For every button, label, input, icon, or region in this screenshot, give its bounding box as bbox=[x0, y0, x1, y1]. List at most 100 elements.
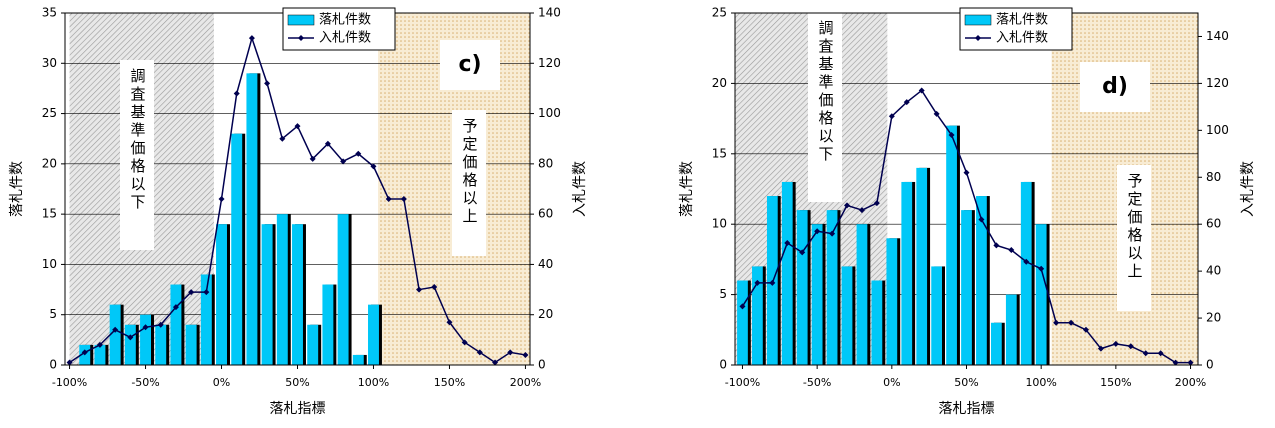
bar bbox=[140, 314, 152, 365]
x-tick-label: -100% bbox=[725, 376, 760, 389]
line-marker bbox=[142, 324, 149, 331]
bar bbox=[292, 224, 303, 365]
legend-marker bbox=[975, 35, 981, 41]
x-axis-label: 落札指標 bbox=[939, 401, 995, 417]
x-tick-label: 200% bbox=[510, 376, 541, 389]
bar bbox=[976, 196, 987, 365]
panel-label-box bbox=[1080, 62, 1150, 112]
line-marker bbox=[309, 155, 316, 162]
y2-tick-label: 40 bbox=[1206, 264, 1221, 278]
y2-tick-label: 40 bbox=[538, 257, 553, 271]
legend-label: 落札件数 bbox=[996, 13, 1048, 28]
legend-label: 落札件数 bbox=[319, 13, 371, 28]
x-tick-label: 100% bbox=[1025, 376, 1056, 389]
x-tick-label: 50% bbox=[285, 376, 309, 389]
line-marker bbox=[963, 169, 970, 176]
y-tick-label: 10 bbox=[42, 257, 57, 271]
y2-tick-label: 0 bbox=[538, 358, 546, 372]
y-tick-label: 0 bbox=[49, 358, 57, 372]
y2-axis-label: 入札件数 bbox=[572, 161, 588, 217]
line-marker bbox=[127, 334, 134, 341]
line-marker bbox=[355, 150, 362, 157]
line-marker bbox=[385, 196, 392, 203]
line-marker bbox=[888, 113, 895, 120]
line-marker bbox=[1097, 345, 1104, 352]
line-marker bbox=[248, 35, 255, 42]
bar bbox=[841, 266, 853, 365]
line-marker bbox=[814, 228, 821, 235]
line-marker bbox=[492, 359, 499, 366]
x-tick-label: 150% bbox=[1100, 376, 1131, 389]
panel-label: c) bbox=[458, 52, 481, 77]
y-tick-label: 5 bbox=[719, 287, 727, 301]
line-marker bbox=[112, 326, 119, 333]
region-label-box bbox=[808, 12, 842, 202]
bar bbox=[737, 280, 748, 365]
y2-tick-label: 20 bbox=[538, 307, 553, 321]
bar bbox=[352, 354, 364, 365]
line-marker bbox=[873, 200, 880, 207]
line-marker bbox=[1127, 343, 1134, 350]
x-tick-label: 200% bbox=[1175, 376, 1206, 389]
bar bbox=[337, 214, 349, 365]
line-marker bbox=[66, 359, 73, 366]
line-marker bbox=[1142, 350, 1149, 357]
bar bbox=[901, 181, 913, 365]
bar bbox=[216, 224, 227, 365]
x-tick-label: -50% bbox=[131, 376, 159, 389]
line-marker bbox=[188, 289, 195, 296]
line-marker bbox=[431, 284, 438, 291]
y2-tick-label: 60 bbox=[538, 207, 553, 221]
bar bbox=[752, 266, 763, 365]
bar bbox=[276, 214, 288, 365]
legend-swatch bbox=[287, 14, 315, 26]
line-marker bbox=[1023, 258, 1030, 265]
line-marker bbox=[203, 289, 210, 296]
bar bbox=[796, 210, 808, 365]
y-tick-label: 30 bbox=[42, 56, 57, 70]
bar bbox=[261, 224, 273, 365]
region-label: 予定価格以上 bbox=[461, 118, 479, 226]
line-marker bbox=[993, 242, 1000, 249]
line-marker bbox=[507, 349, 514, 356]
line-marker bbox=[522, 351, 529, 358]
line-marker bbox=[844, 202, 851, 209]
bar bbox=[307, 324, 319, 365]
y-tick-label: 25 bbox=[42, 106, 57, 120]
y2-tick-label: 140 bbox=[1206, 29, 1229, 43]
line-marker bbox=[1053, 319, 1060, 326]
legend-marker bbox=[298, 35, 304, 41]
line-marker bbox=[294, 123, 301, 130]
line-marker bbox=[1008, 247, 1015, 254]
y-tick-label: 20 bbox=[42, 156, 57, 170]
x-tick-label: 100% bbox=[358, 376, 389, 389]
legend-label: 入札件数 bbox=[319, 31, 371, 46]
bar bbox=[811, 224, 823, 365]
line-marker bbox=[918, 87, 925, 94]
line-marker bbox=[461, 339, 468, 346]
line-marker bbox=[172, 304, 179, 311]
line-marker bbox=[858, 207, 865, 214]
y-tick-label: 35 bbox=[42, 6, 57, 20]
line-marker bbox=[978, 216, 985, 223]
x-tick-label: -100% bbox=[52, 376, 87, 389]
region-label-box bbox=[452, 110, 486, 256]
y-tick-label: 15 bbox=[712, 146, 727, 160]
bar bbox=[155, 324, 167, 365]
bar bbox=[322, 284, 334, 365]
legend-swatch bbox=[964, 14, 992, 26]
line-marker bbox=[279, 135, 286, 142]
region-label: 予定価格以上 bbox=[1126, 173, 1144, 281]
bar bbox=[185, 324, 197, 365]
line-marker bbox=[81, 349, 88, 356]
legend-label: 入札件数 bbox=[996, 31, 1048, 46]
bar bbox=[886, 238, 898, 365]
line-marker bbox=[1038, 265, 1045, 272]
y-tick-label: 15 bbox=[42, 207, 57, 221]
y2-tick-label: 0 bbox=[1206, 358, 1214, 372]
x-axis-label: 落札指標 bbox=[270, 401, 326, 417]
y-tick-label: 25 bbox=[712, 6, 727, 20]
line-marker bbox=[1187, 359, 1194, 366]
region-label-box bbox=[1117, 165, 1151, 311]
